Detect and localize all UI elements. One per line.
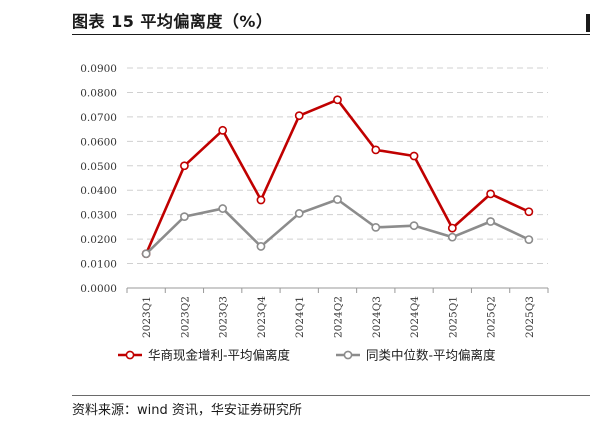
y-tick-label: 0.0500 [80, 161, 117, 173]
series-2-point [486, 217, 495, 226]
x-tick-label: 2023Q1 [141, 296, 153, 338]
x-tick-label: 2024Q4 [409, 296, 421, 338]
source-divider [72, 395, 590, 396]
series-2-point [294, 209, 304, 218]
legend-label-1: 华商现金增利-平均偏离度 [148, 348, 291, 363]
series-1-point [256, 195, 266, 205]
x-tick-label: 2023Q3 [218, 296, 230, 338]
y-tick-label: 0.0000 [80, 283, 117, 295]
legend-marker-1 [125, 350, 135, 360]
series-2-point [218, 204, 228, 213]
x-tick-label: 2024Q2 [333, 296, 345, 338]
series-2-point [409, 221, 419, 231]
series-1-point [524, 207, 534, 217]
series-1-point [371, 145, 381, 155]
series-1-point [447, 223, 457, 233]
x-tick-label: 2024Q1 [294, 296, 306, 338]
series-2-point [524, 235, 534, 244]
x-tick-label: 2023Q2 [179, 296, 191, 338]
series-2-point [180, 212, 189, 222]
y-tick-label: 0.0200 [80, 234, 117, 246]
y-tick-label: 0.0800 [80, 87, 117, 99]
x-tick-label: 2025Q3 [524, 296, 536, 338]
series-line-2 [145, 198, 530, 255]
x-tick-label: 2024Q3 [371, 296, 383, 338]
series-lines [141, 95, 534, 259]
series-1-point [333, 95, 342, 105]
series-1-point [180, 161, 189, 171]
figure-title: 图表 15 平均偏离度（%） [72, 12, 273, 31]
series-1-point [218, 125, 228, 135]
y-tick-label: 0.0300 [80, 210, 117, 222]
series-1-point [294, 111, 304, 121]
y-tick-label: 0.0700 [80, 112, 117, 124]
y-tick-label: 0.0900 [80, 63, 117, 75]
x-tick-label: 2025Q2 [486, 296, 498, 338]
x-tick-label: 2023Q4 [256, 296, 268, 338]
series-2-point [371, 222, 381, 232]
y-axis-ticks: 0.0000 0.0100 0.0200 0.0300 0.0400 0.0500 0.06… [80, 63, 117, 295]
legend-label-2: 同类中位数-平均偏离度 [366, 348, 496, 363]
source-note: 资料来源：wind 资讯，华安证券研究所 [72, 403, 302, 418]
series-1-point [486, 189, 495, 199]
legend-marker-2 [343, 350, 353, 360]
x-axis: 2023Q1 2023Q2 2023Q3 2023Q4 2024Q1 2024Q2 2024… [126, 287, 549, 338]
series-2-point [256, 242, 266, 251]
series-2-point [333, 195, 342, 204]
y-tick-label: 0.0400 [80, 185, 117, 197]
legend: 华商现金增利-平均偏离度 同类中位数-平均偏离度 [118, 348, 496, 363]
y-tick-label: 0.0600 [80, 136, 117, 148]
y-tick-label: 0.0100 [80, 259, 117, 271]
series-2-point [141, 249, 151, 259]
x-tick-label: 2025Q1 [447, 296, 459, 338]
series-2-point [447, 232, 457, 242]
title-divider [72, 34, 590, 35]
series-1-point [409, 151, 419, 161]
corner-mark [586, 14, 590, 32]
